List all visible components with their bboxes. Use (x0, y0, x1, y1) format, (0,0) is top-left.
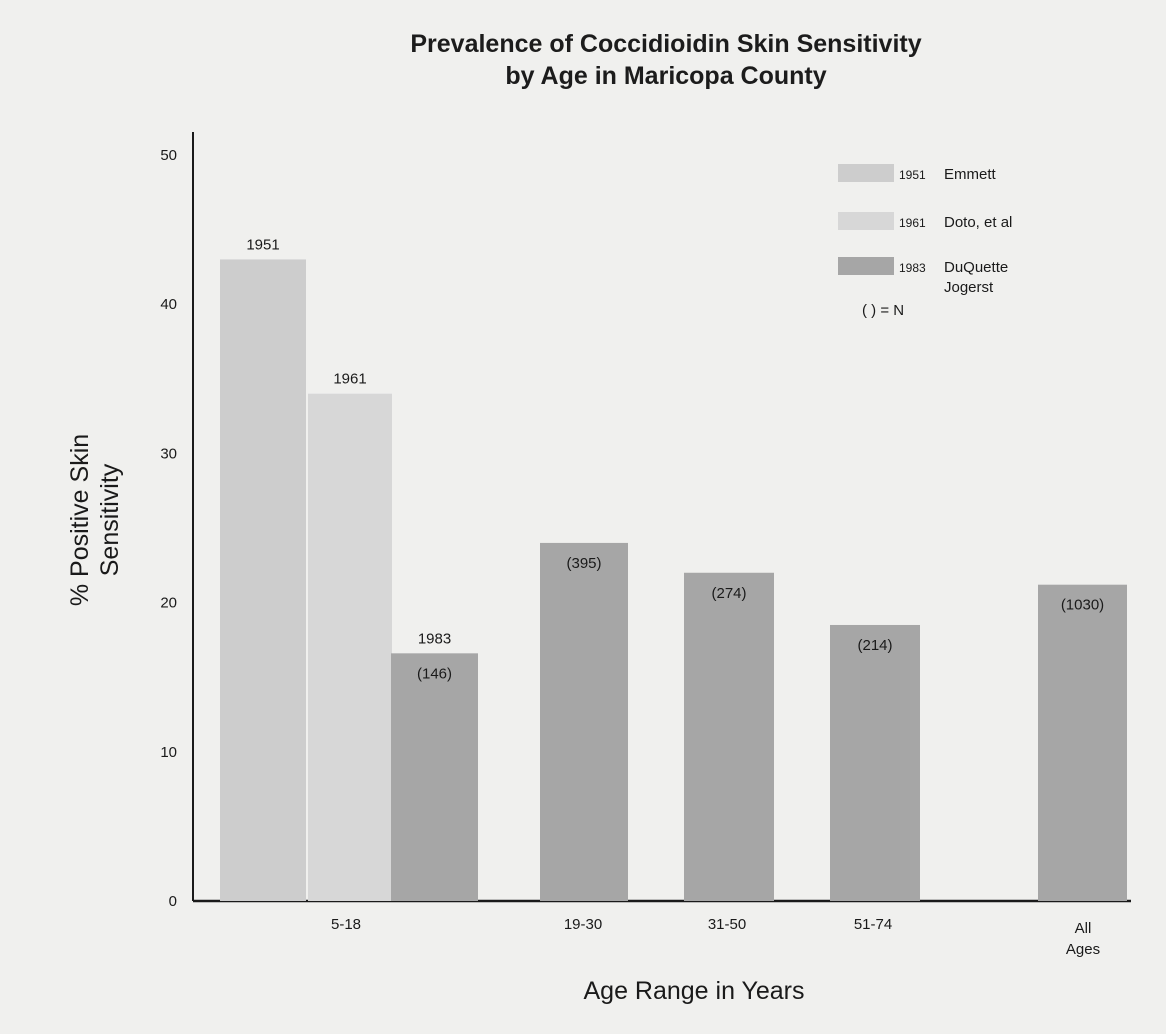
y-axis-label-line1: % Positive Skin (66, 434, 94, 606)
x-tick-labels: 5-18 19-30 31-50 51-74 All Ages (331, 916, 1100, 958)
legend-year-1951: 1951 (899, 168, 926, 182)
y-tick-label: 10 (160, 744, 177, 761)
legend-year-1983: 1983 (899, 261, 926, 275)
y-axis-label-line2: Sensitivity (96, 463, 124, 576)
bar (540, 542, 628, 901)
y-tick-label: 0 (169, 893, 177, 910)
legend-label-doto: Doto, et al (944, 214, 1012, 231)
legend-year-1961: 1961 (899, 216, 926, 230)
bar-n-label: (274) (711, 585, 746, 602)
y-tick-label: 30 (160, 445, 177, 462)
bar-year-label: 1951 (246, 236, 279, 253)
y-tick-label: 20 (160, 595, 177, 612)
y-axis-label: % Positive Skin Sensitivity (66, 434, 124, 606)
bar (830, 624, 920, 901)
legend: 1951 Emmett 1961 Doto, et al 1983 DuQuet… (838, 164, 1012, 319)
bar-n-label: (214) (857, 637, 892, 654)
bar (684, 572, 774, 901)
bar-n-label: (395) (566, 555, 601, 572)
x-tick-label: 51-74 (854, 916, 892, 933)
legend-note: ( ) = N (862, 302, 904, 319)
bar-n-label: (146) (417, 665, 452, 682)
x-tick-label: 5-18 (331, 916, 361, 933)
bar (220, 259, 306, 901)
y-tick-label: 40 (160, 296, 177, 313)
legend-swatch-1983 (838, 257, 894, 275)
x-tick-label: 19-30 (564, 916, 602, 933)
x-tick-label: Ages (1066, 941, 1100, 958)
y-tick-label: 50 (160, 147, 177, 164)
legend-label-emmett: Emmett (944, 166, 997, 183)
bar (1038, 584, 1127, 901)
bar (391, 653, 478, 901)
y-tick-labels: 0 10 20 30 40 50 (160, 147, 177, 910)
bars (220, 259, 1127, 901)
x-axis-label: Age Range in Years (583, 977, 804, 1005)
chart-title: Prevalence of Coccidioidin Skin Sensitiv… (410, 30, 921, 58)
bar-year-label: 1961 (333, 371, 366, 388)
x-tick-label: All (1075, 920, 1092, 937)
bar (308, 393, 392, 901)
bar-labels: 1951 1961 1983 (146) (395) (274) (214) (1030) (246, 236, 1104, 682)
chart-subtitle: by Age in Maricopa County (505, 62, 826, 90)
bar-year-label: 1983 (418, 630, 451, 647)
legend-swatch-1951 (838, 164, 894, 182)
bar-n-label: (1030) (1061, 597, 1104, 614)
legend-label-duquette: DuQuette (944, 259, 1008, 276)
legend-swatch-1961 (838, 212, 894, 230)
x-tick-label: 31-50 (708, 916, 746, 933)
legend-label-jogerst: Jogerst (944, 279, 994, 296)
